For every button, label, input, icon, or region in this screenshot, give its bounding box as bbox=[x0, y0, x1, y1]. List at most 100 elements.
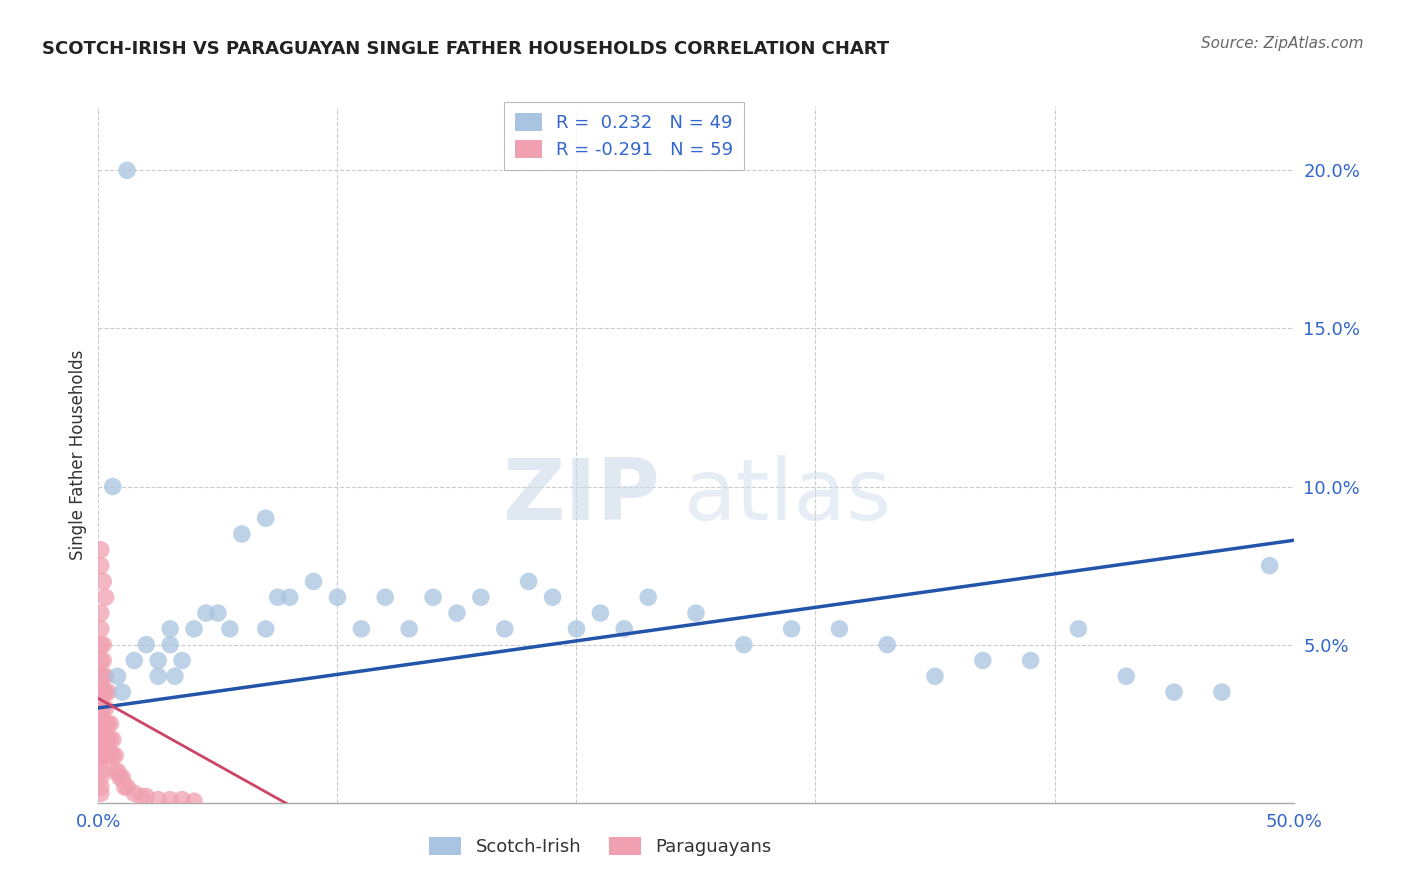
Point bbox=[91, 574, 114, 589]
Point bbox=[90, 771, 112, 785]
Point bbox=[1115, 669, 1137, 683]
Point bbox=[90, 748, 112, 763]
Point bbox=[101, 732, 124, 747]
Point bbox=[90, 780, 112, 794]
Point bbox=[124, 653, 146, 667]
Point bbox=[541, 591, 564, 605]
Point bbox=[183, 622, 205, 636]
Point bbox=[98, 748, 122, 763]
Point bbox=[90, 726, 112, 740]
Point bbox=[135, 789, 157, 804]
Point bbox=[107, 764, 129, 779]
Point bbox=[267, 591, 290, 605]
Point bbox=[494, 622, 516, 636]
Point bbox=[91, 732, 114, 747]
Point bbox=[90, 653, 112, 667]
Point bbox=[302, 574, 325, 589]
Point bbox=[1258, 558, 1281, 573]
Point bbox=[97, 732, 120, 747]
Point bbox=[131, 789, 153, 804]
Point bbox=[422, 591, 444, 605]
Point bbox=[148, 669, 170, 683]
Point bbox=[104, 764, 127, 779]
Point bbox=[254, 511, 277, 525]
Point bbox=[91, 716, 114, 731]
Point bbox=[90, 685, 112, 699]
Point bbox=[90, 755, 112, 769]
Point bbox=[90, 622, 112, 636]
Point bbox=[398, 622, 420, 636]
Point bbox=[90, 558, 112, 573]
Point bbox=[111, 771, 134, 785]
Point bbox=[828, 622, 851, 636]
Point bbox=[90, 716, 112, 731]
Point bbox=[90, 739, 112, 753]
Point bbox=[94, 716, 117, 731]
Point bbox=[219, 622, 242, 636]
Point bbox=[326, 591, 349, 605]
Point bbox=[108, 771, 131, 785]
Point bbox=[90, 764, 112, 779]
Point bbox=[148, 653, 170, 667]
Point bbox=[172, 653, 194, 667]
Point bbox=[115, 780, 138, 794]
Point bbox=[780, 622, 803, 636]
Point bbox=[104, 748, 127, 763]
Point bbox=[90, 732, 112, 747]
Point bbox=[91, 748, 114, 763]
Point bbox=[98, 716, 122, 731]
Point bbox=[159, 638, 181, 652]
Point bbox=[876, 638, 898, 652]
Point bbox=[972, 653, 994, 667]
Point bbox=[733, 638, 755, 652]
Point bbox=[159, 622, 181, 636]
Point bbox=[94, 701, 117, 715]
Point bbox=[254, 622, 277, 636]
Point bbox=[159, 792, 181, 806]
Point bbox=[135, 638, 157, 652]
Point bbox=[195, 606, 218, 620]
Point bbox=[101, 479, 124, 493]
Point bbox=[124, 786, 146, 800]
Point bbox=[589, 606, 612, 620]
Point bbox=[94, 591, 117, 605]
Point bbox=[685, 606, 707, 620]
Point bbox=[107, 669, 129, 683]
Point bbox=[1019, 653, 1042, 667]
Point bbox=[207, 606, 229, 620]
Point bbox=[114, 780, 136, 794]
Point bbox=[115, 163, 138, 178]
Point bbox=[90, 542, 112, 557]
Point bbox=[172, 792, 194, 806]
Point bbox=[111, 685, 134, 699]
Text: atlas: atlas bbox=[685, 455, 891, 538]
Point bbox=[90, 701, 112, 715]
Point bbox=[90, 786, 112, 800]
Point bbox=[97, 685, 120, 699]
Point bbox=[565, 622, 588, 636]
Point bbox=[97, 716, 120, 731]
Text: SCOTCH-IRISH VS PARAGUAYAN SINGLE FATHER HOUSEHOLDS CORRELATION CHART: SCOTCH-IRISH VS PARAGUAYAN SINGLE FATHER… bbox=[42, 40, 890, 58]
Point bbox=[94, 669, 117, 683]
Point bbox=[90, 638, 112, 652]
Point bbox=[637, 591, 659, 605]
Point bbox=[446, 606, 468, 620]
Point bbox=[350, 622, 373, 636]
Point bbox=[374, 591, 396, 605]
Point bbox=[90, 606, 112, 620]
Point bbox=[183, 794, 205, 808]
Point bbox=[101, 748, 124, 763]
Point bbox=[148, 792, 170, 806]
Text: ZIP: ZIP bbox=[502, 455, 661, 538]
Point bbox=[613, 622, 636, 636]
Text: Source: ZipAtlas.com: Source: ZipAtlas.com bbox=[1201, 36, 1364, 51]
Point bbox=[90, 707, 112, 722]
Point bbox=[470, 591, 492, 605]
Legend: R =  0.232   N = 49, R = -0.291   N = 59: R = 0.232 N = 49, R = -0.291 N = 59 bbox=[505, 103, 744, 169]
Point bbox=[91, 669, 114, 683]
Point bbox=[97, 748, 120, 763]
Point bbox=[517, 574, 540, 589]
Point bbox=[924, 669, 946, 683]
Point bbox=[1211, 685, 1233, 699]
Point bbox=[94, 748, 117, 763]
